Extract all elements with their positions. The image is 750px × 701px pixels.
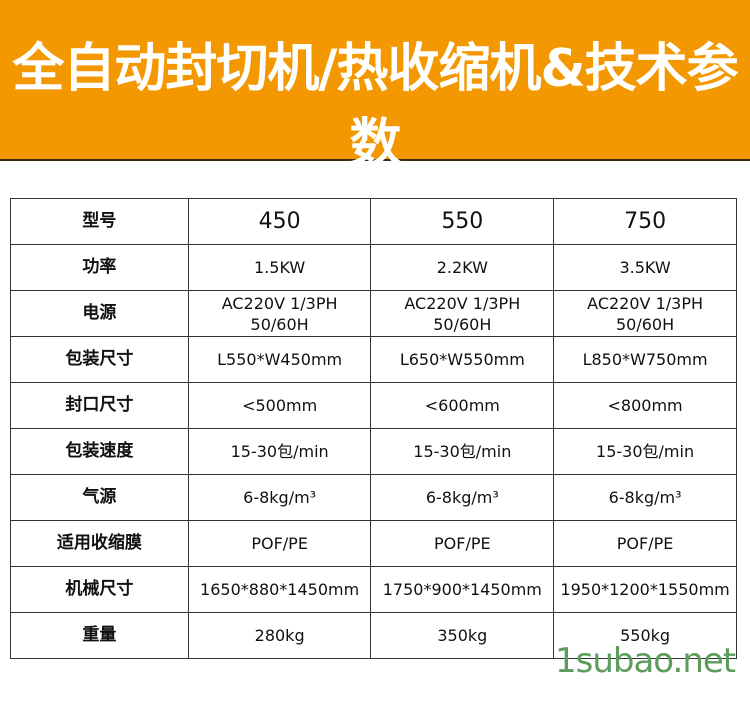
table-cell: 6-8kg/m³ xyxy=(187,474,372,521)
table-row: 气源 6-8kg/m³ 6-8kg/m³ 6-8kg/m³ xyxy=(10,474,737,521)
row-label: 电源 xyxy=(10,290,189,337)
spec-table: 型号 450 550 750 功率 1.5KW 2.2KW 3.5KW 电源 AC220V 1/3… xyxy=(10,198,737,659)
row-label: 重量 xyxy=(10,612,189,659)
table-cell: L550*W450mm xyxy=(187,336,372,383)
table-cell: 6-8kg/m³ xyxy=(553,474,737,521)
table-cell: 350kg xyxy=(370,612,555,659)
watermark: 1subao.net xyxy=(555,641,736,681)
table-cell: 6-8kg/m³ xyxy=(370,474,555,521)
table-cell: 450 xyxy=(187,198,372,245)
table-cell: 750 xyxy=(553,198,737,245)
table-cell: AC220V 1/3PH 50/60H xyxy=(187,290,372,337)
table-cell: 550kg xyxy=(553,612,737,659)
table-cell: 1950*1200*1550mm xyxy=(553,566,737,613)
table-cell: L650*W550mm xyxy=(370,336,555,383)
table-cell: 3.5KW xyxy=(553,244,737,291)
table-cell: AC220V 1/3PH 50/60H xyxy=(553,290,737,337)
row-label: 包装速度 xyxy=(10,428,189,475)
table-cell: 15-30包/min xyxy=(370,428,555,475)
table-row: 重量 280kg 350kg 550kg xyxy=(10,612,737,659)
table-cell: 2.2KW xyxy=(370,244,555,291)
page-title: 全自动封切机/热收缩机&技术参数 xyxy=(12,39,738,174)
table-cell: POF/PE xyxy=(553,520,737,567)
table-row: 封口尺寸 <500mm <600mm <800mm xyxy=(10,382,737,429)
row-label: 机械尺寸 xyxy=(10,566,189,613)
table-row: 包装尺寸 L550*W450mm L650*W550mm L850*W750mm xyxy=(10,336,737,383)
table-row: 功率 1.5KW 2.2KW 3.5KW xyxy=(10,244,737,291)
table-cell: 550 xyxy=(370,198,555,245)
row-label: 型号 xyxy=(10,198,189,245)
table-row: 包装速度 15-30包/min 15-30包/min 15-30包/min xyxy=(10,428,737,475)
table-row: 适用收缩膜 POF/PE POF/PE POF/PE xyxy=(10,520,737,567)
table-cell: L850*W750mm xyxy=(553,336,737,383)
table-cell: AC220V 1/3PH 50/60H xyxy=(370,290,555,337)
header-banner: 全自动封切机/热收缩机&技术参数 xyxy=(0,0,750,174)
row-label: 适用收缩膜 xyxy=(10,520,189,567)
table-cell: POF/PE xyxy=(187,520,372,567)
table-cell: 1.5KW xyxy=(187,244,372,291)
table-row: 电源 AC220V 1/3PH 50/60H AC220V 1/3PH 50/60H… xyxy=(10,290,737,337)
table-cell: 1650*880*1450mm xyxy=(187,566,372,613)
row-label: 封口尺寸 xyxy=(10,382,189,429)
table-cell: <800mm xyxy=(553,382,737,429)
table-cell: <500mm xyxy=(187,382,372,429)
table-cell: 1750*900*1450mm xyxy=(370,566,555,613)
table-cell: POF/PE xyxy=(370,520,555,567)
row-label: 功率 xyxy=(10,244,189,291)
table-cell: <600mm xyxy=(370,382,555,429)
table-cell: 15-30包/min xyxy=(187,428,372,475)
row-label: 气源 xyxy=(10,474,189,521)
row-label: 包装尺寸 xyxy=(10,336,189,383)
table-row: 机械尺寸 1650*880*1450mm 1750*900*1450mm 1950*1… xyxy=(10,566,737,613)
table-cell: 280kg xyxy=(187,612,372,659)
table-cell: 15-30包/min xyxy=(553,428,737,475)
table-row: 型号 450 550 750 xyxy=(10,198,737,245)
